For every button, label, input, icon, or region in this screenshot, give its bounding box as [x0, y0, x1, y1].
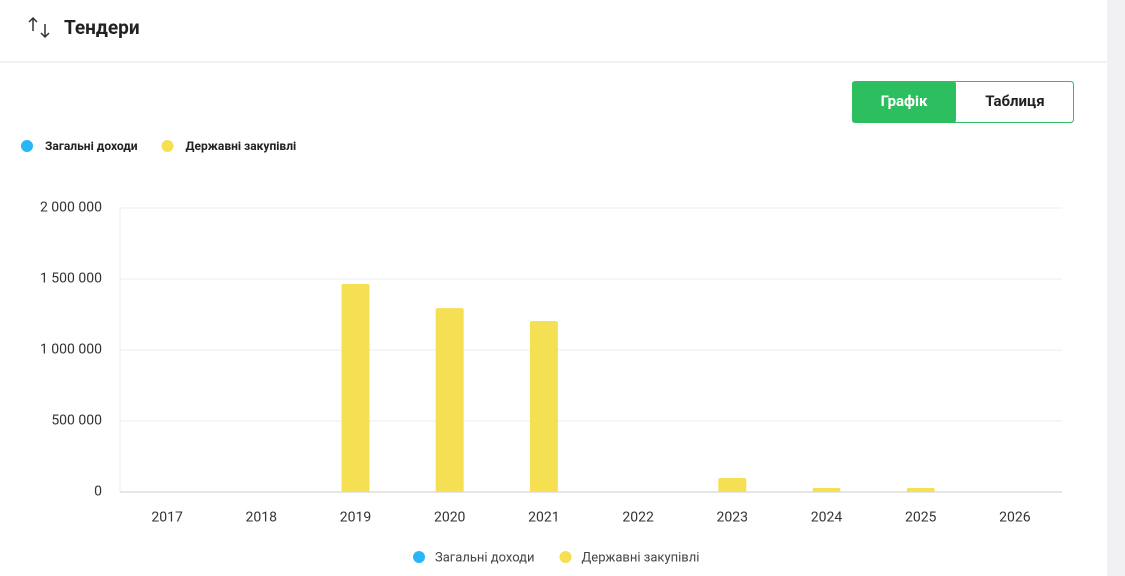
- x-tick-label: 2024: [811, 510, 843, 526]
- bar: [718, 477, 747, 492]
- x-tick-label: 2025: [905, 510, 937, 526]
- y-tick-label: 0: [94, 484, 102, 500]
- x-tick-label: 2020: [434, 510, 466, 526]
- x-tick-label: 2021: [528, 510, 559, 526]
- legend-marker[interactable]: [413, 551, 425, 563]
- legend-label[interactable]: Державні закупівлі: [582, 550, 700, 565]
- legend-marker[interactable]: [559, 551, 572, 563]
- x-tick-label: 2022: [622, 510, 654, 526]
- legend-label[interactable]: Загальні доходи: [435, 550, 535, 565]
- bar: [529, 321, 558, 492]
- tender-icon: [28, 16, 50, 39]
- tab-active[interactable]: [852, 81, 956, 123]
- x-tick-label: 2018: [246, 510, 278, 526]
- x-tick-label: 2026: [999, 510, 1031, 526]
- x-tick-label: 2019: [340, 510, 371, 526]
- legend-marker[interactable]: [21, 140, 33, 152]
- bar: [341, 283, 370, 492]
- bar: [435, 308, 464, 492]
- bar: [812, 488, 841, 492]
- legend-label[interactable]: Загальні доходи: [45, 139, 138, 153]
- y-tick-label: 1 500 000: [40, 271, 102, 287]
- tab-label[interactable]: Графік: [881, 92, 928, 110]
- x-tick-label: 2023: [717, 510, 748, 526]
- scrollbar: [1107, 0, 1125, 576]
- y-tick-label: 2 000 000: [40, 200, 102, 216]
- y-tick-label: 1 000 000: [40, 342, 102, 358]
- legend-marker[interactable]: [161, 140, 174, 152]
- x-tick-label: 2017: [151, 510, 183, 526]
- legend-label[interactable]: Державні закупівлі: [186, 139, 297, 153]
- y-tick-label: 500 000: [51, 413, 102, 429]
- page-title: Тендери: [64, 16, 140, 39]
- bar: [906, 488, 935, 492]
- tab-label[interactable]: Таблиця: [985, 92, 1044, 110]
